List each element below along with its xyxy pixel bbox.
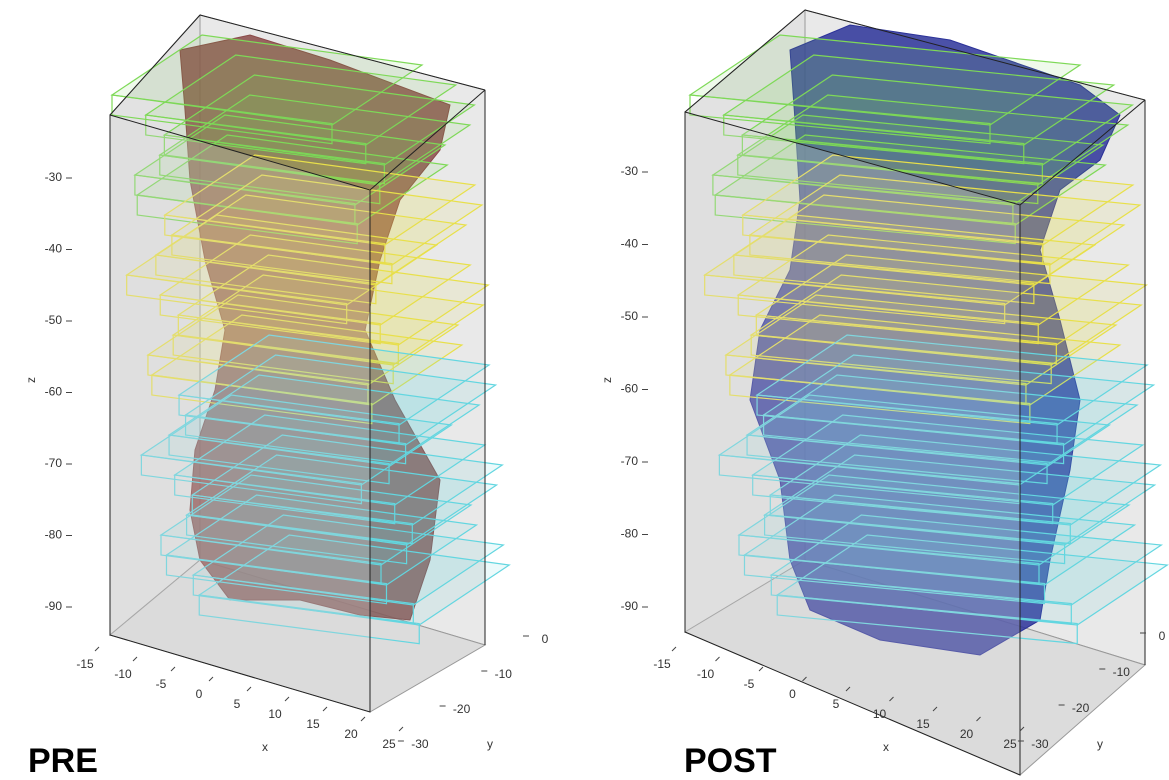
x-tick-label: -5 (744, 677, 755, 691)
x-tick (759, 667, 763, 671)
x-tick (95, 647, 99, 651)
x-axis-label: x (883, 740, 889, 754)
y-axis-label: y (1097, 737, 1103, 751)
x-tick-label: -10 (114, 667, 132, 681)
z-tick-label: -30 (621, 164, 639, 178)
x-tick-label: 15 (916, 717, 930, 731)
x-tick (323, 707, 327, 711)
x-tick (361, 717, 365, 721)
x-tick-label: 20 (960, 727, 974, 741)
plot-3d (685, 10, 1167, 775)
y-tick-label: -30 (411, 737, 429, 751)
x-tick (247, 687, 251, 691)
box-front-edges (685, 112, 1020, 775)
x-tick (672, 647, 676, 651)
x-tick-label: 0 (196, 687, 203, 701)
x-tick-label: -15 (76, 657, 94, 671)
z-tick-label: -40 (621, 237, 639, 251)
x-tick-label: 10 (873, 707, 887, 721)
x-tick (716, 657, 720, 661)
x-tick (133, 657, 137, 661)
x-axis-label: x (262, 740, 268, 754)
x-tick-label: 25 (1003, 737, 1017, 751)
x-tick-label: -5 (156, 677, 167, 691)
z-tick-label: -70 (45, 456, 63, 470)
x-tick-label: 20 (344, 727, 358, 741)
z-axis-label: z (24, 377, 38, 383)
panel-title: PRE (28, 742, 98, 780)
y-tick-label: -10 (1113, 665, 1131, 679)
y-axis-label: y (487, 737, 493, 751)
x-tick (171, 667, 175, 671)
z-tick-label: -80 (621, 527, 639, 541)
x-tick-label: 5 (234, 697, 241, 711)
z-tick-label: -60 (621, 382, 639, 396)
y-tick-label: -20 (1072, 701, 1090, 715)
x-tick (399, 727, 403, 731)
y-tick-label: -30 (1031, 737, 1049, 751)
x-tick-label: 0 (789, 687, 796, 701)
z-tick-label: -40 (45, 242, 63, 256)
x-tick (209, 677, 213, 681)
y-tick-label: 0 (1159, 629, 1166, 643)
z-tick-label: -90 (621, 599, 639, 613)
x-tick-label: 15 (306, 717, 320, 731)
z-axis-label: z (600, 377, 614, 383)
plot-3d (110, 15, 509, 712)
x-tick-label: 5 (833, 697, 840, 711)
z-tick-label: -50 (45, 313, 63, 327)
z-tick-label: -60 (45, 385, 63, 399)
z-tick-label: -70 (621, 454, 639, 468)
x-tick-label: -10 (697, 667, 715, 681)
x-tick-label: 10 (268, 707, 282, 721)
z-tick-label: -50 (621, 309, 639, 323)
z-tick-label: -30 (45, 170, 63, 184)
z-tick-label: -90 (45, 599, 63, 613)
panel-title: POST (684, 742, 777, 780)
y-tick-label: 0 (542, 632, 549, 646)
x-tick (285, 697, 289, 701)
y-tick-label: -20 (453, 702, 471, 716)
x-tick-label: -15 (653, 657, 671, 671)
figure: -90-80-70-60-50-40-30-15-10-50510152025-… (0, 0, 1169, 780)
y-tick-label: -10 (495, 667, 513, 681)
z-tick-label: -80 (45, 528, 63, 542)
box-front-edges (110, 115, 370, 712)
x-tick-label: 25 (382, 737, 396, 751)
